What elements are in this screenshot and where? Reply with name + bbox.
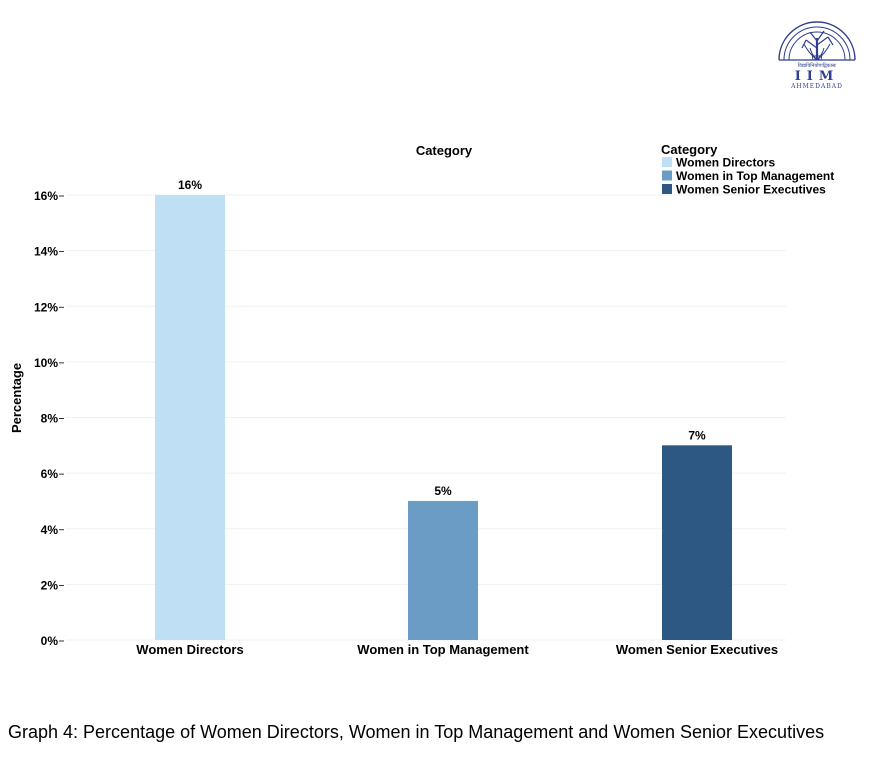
- x-axis: Women Directors Women in Top Management Wo…: [136, 642, 778, 657]
- iim-ahmedabad-logo: विद्याविनियोगाद्विकासः IIM AHMEDABAD: [778, 21, 856, 90]
- x-tick-label: Women in Top Management: [357, 642, 529, 657]
- legend-label: Women in Top Management: [676, 169, 834, 183]
- y-tick-label: 8%: [41, 412, 59, 426]
- y-tick-label: 2%: [41, 578, 59, 592]
- figure-caption: Graph 4: Percentage of Women Directors, …: [8, 722, 825, 742]
- legend-swatch: [662, 184, 672, 194]
- legend-label: Women Directors: [676, 156, 775, 170]
- bar: [662, 445, 732, 640]
- bar: [408, 500, 478, 640]
- logo-script-text: विद्याविनियोगाद्विकासः: [798, 62, 838, 69]
- data-label: 5%: [434, 484, 452, 498]
- y-axis: 0% 2% 4% 6% 8% 10% 12% 14% 16%: [34, 189, 64, 648]
- y-tick-label: 6%: [41, 467, 59, 481]
- bars: [155, 195, 732, 640]
- y-tick-label: 10%: [34, 356, 58, 370]
- x-tick-label: Women Senior Executives: [616, 642, 778, 657]
- data-label: 16%: [178, 178, 202, 192]
- legend-label: Women Senior Executives: [676, 183, 826, 197]
- bar-chart: 0% 2% 4% 6% 8% 10% 12% 14% 16% 16% 5% 7% Women Dir…: [9, 142, 834, 657]
- legend-swatch: [662, 157, 672, 167]
- y-tick-label: 0%: [41, 634, 59, 648]
- data-labels: 16% 5% 7%: [178, 178, 706, 498]
- chart-title: Category: [416, 143, 473, 158]
- logo-tree-icon: [778, 21, 856, 61]
- x-tick-label: Women Directors: [136, 642, 243, 657]
- bar: [155, 195, 225, 640]
- y-tick-label: 12%: [34, 300, 58, 314]
- y-tick-label: 14%: [34, 245, 58, 259]
- y-tick-label: 16%: [34, 189, 58, 203]
- data-label: 7%: [688, 428, 706, 442]
- logo-place: AHMEDABAD: [790, 83, 843, 90]
- logo-wordmark: IIM: [795, 69, 840, 84]
- legend-swatch: [662, 170, 672, 181]
- y-axis-label: Percentage: [9, 363, 24, 433]
- legend-title: Category: [661, 142, 718, 157]
- y-tick-label: 4%: [41, 523, 59, 537]
